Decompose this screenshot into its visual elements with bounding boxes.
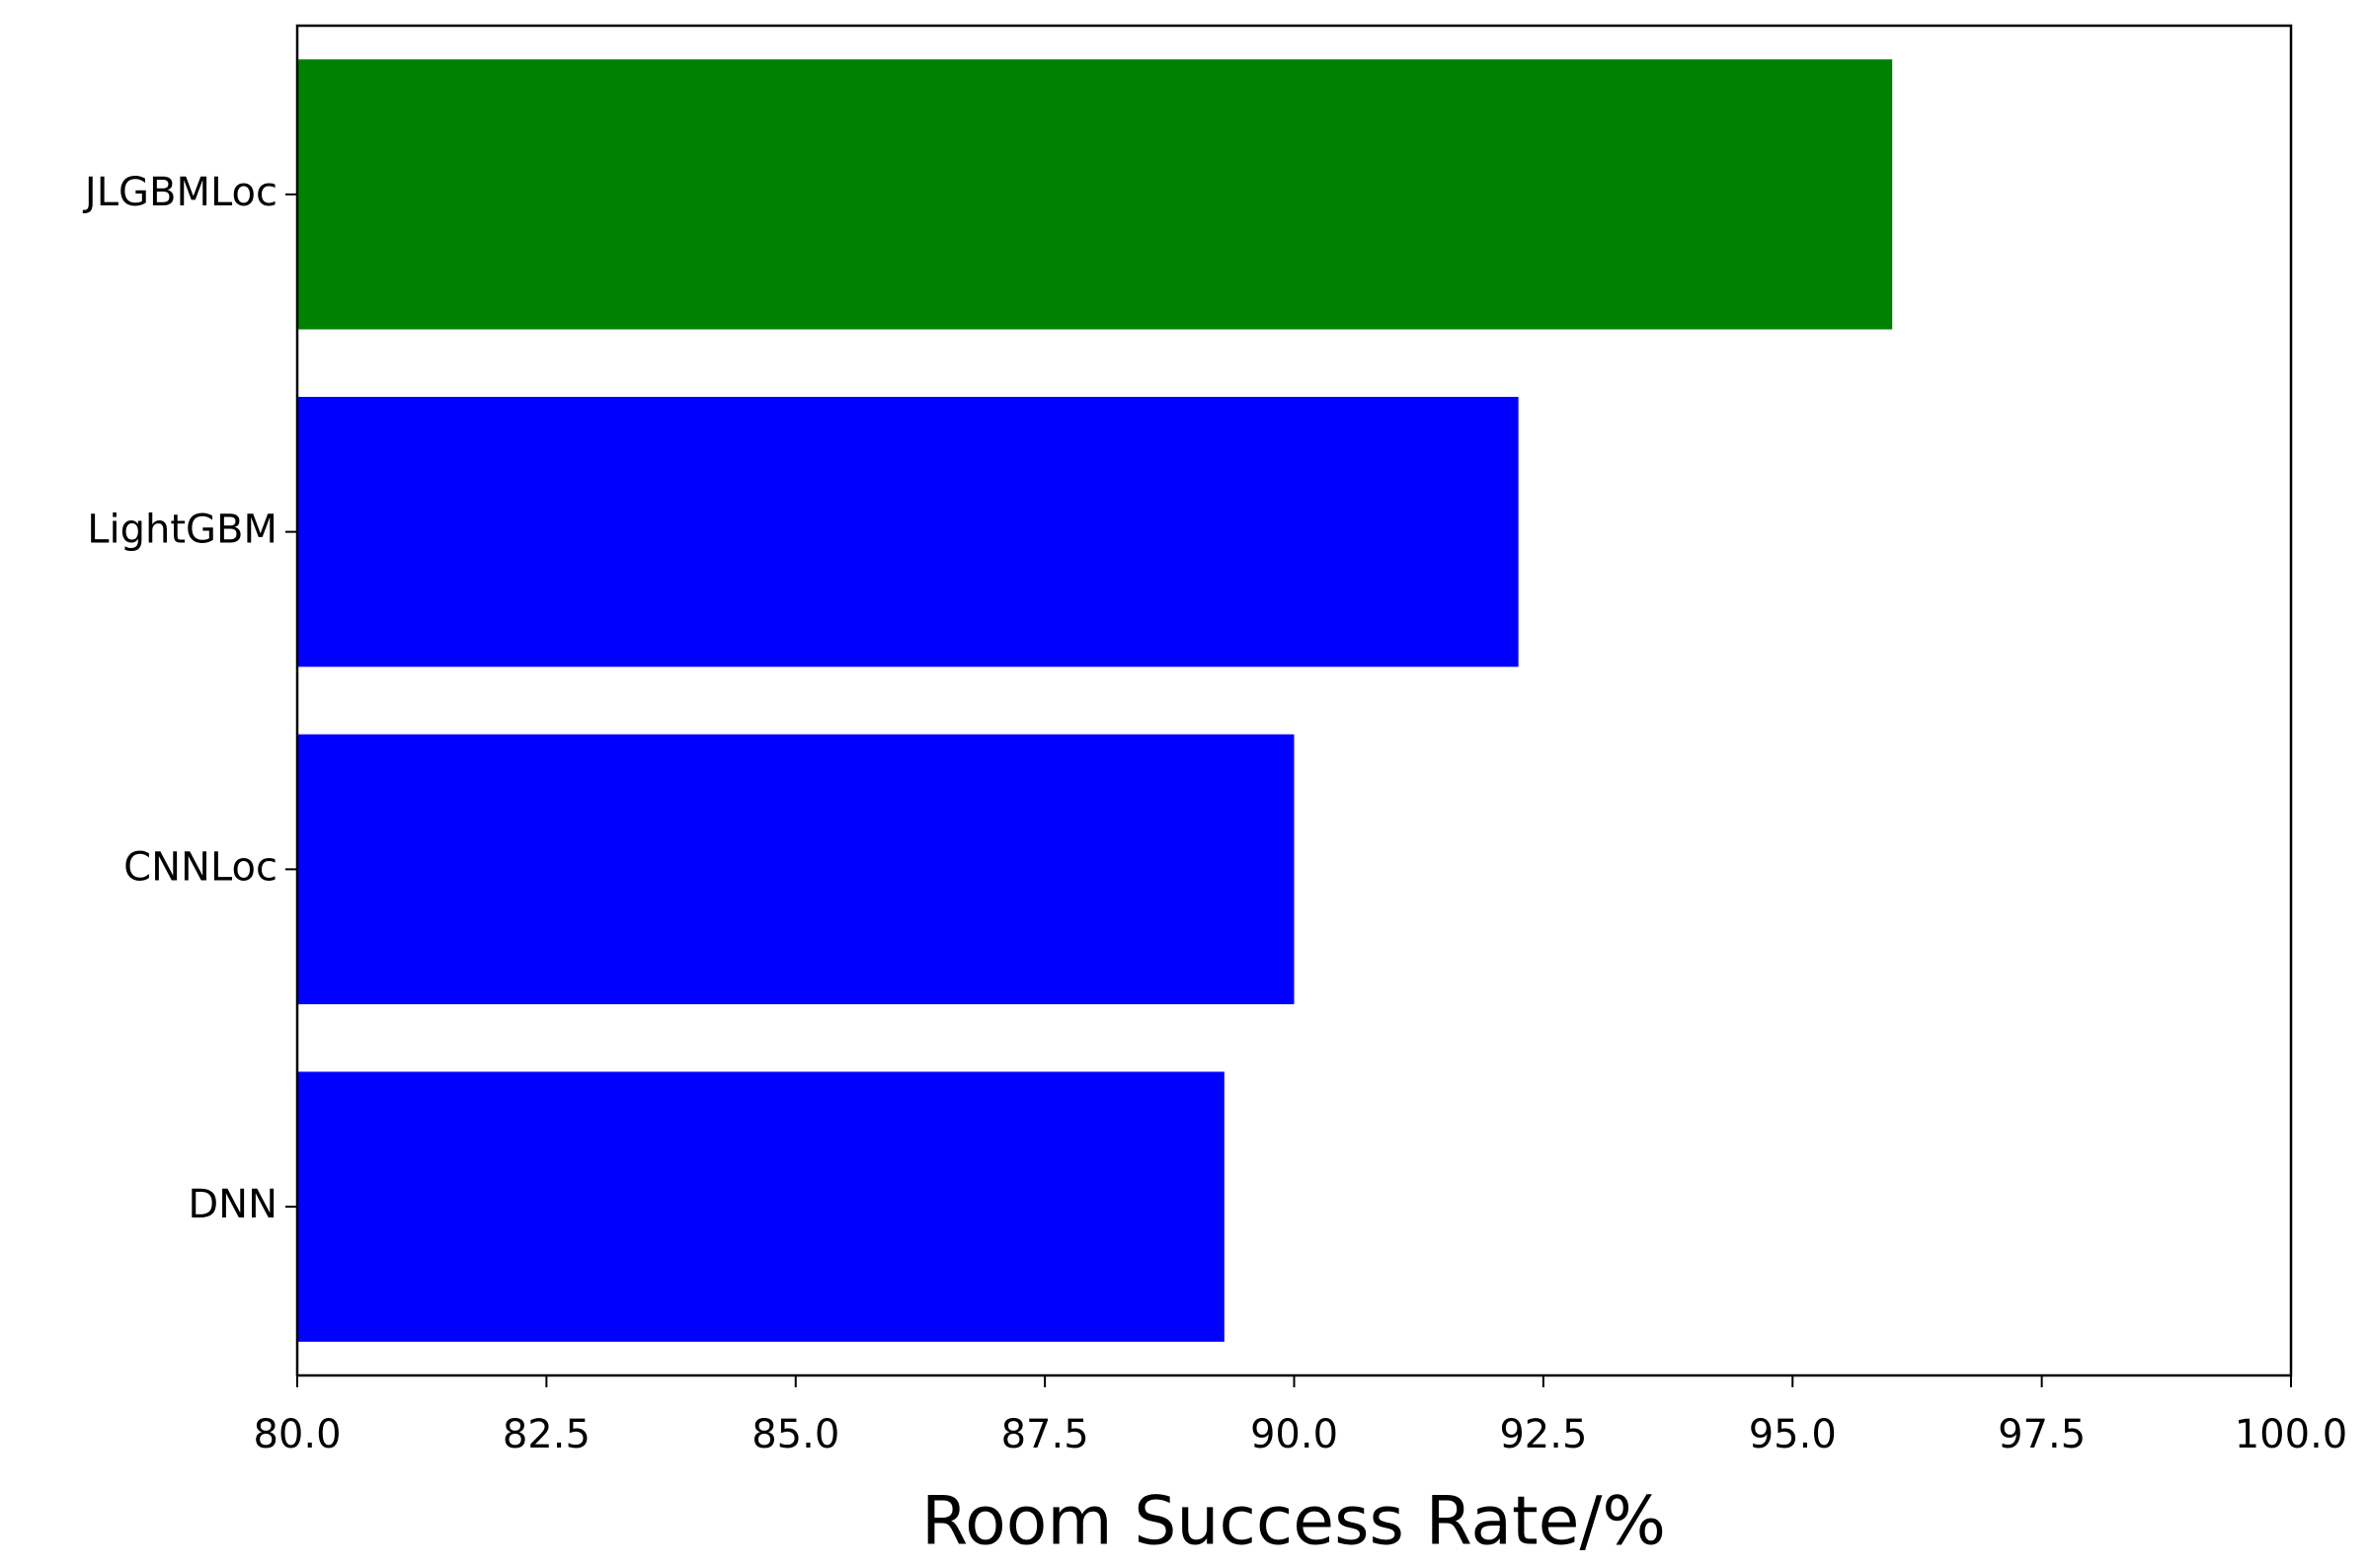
bar <box>297 734 1295 1005</box>
x-tick-label: 95.0 <box>1749 1412 1837 1457</box>
y-tick-label: JLGBMLoc <box>82 170 277 215</box>
y-tick-label: DNN <box>188 1182 277 1227</box>
x-tick-label: 90.0 <box>1250 1412 1338 1457</box>
bar <box>297 396 1519 667</box>
x-tick-label: 92.5 <box>1499 1412 1587 1457</box>
x-tick-label: 85.0 <box>751 1412 839 1457</box>
x-axis-label: Room Success Rate/% <box>921 1483 1666 1561</box>
x-tick-label: 80.0 <box>253 1412 341 1457</box>
bar <box>297 59 1893 330</box>
bar <box>297 1071 1224 1342</box>
y-tick-label: CNNLoc <box>123 844 277 890</box>
y-tick-label: LightGBM <box>87 508 277 553</box>
plot-frame <box>295 24 2293 1377</box>
x-tick-label: 97.5 <box>1998 1412 2086 1457</box>
x-tick-label: 82.5 <box>503 1412 591 1457</box>
x-tick-label: 87.5 <box>1001 1412 1089 1457</box>
x-tick-label: 100.0 <box>2235 1412 2348 1457</box>
